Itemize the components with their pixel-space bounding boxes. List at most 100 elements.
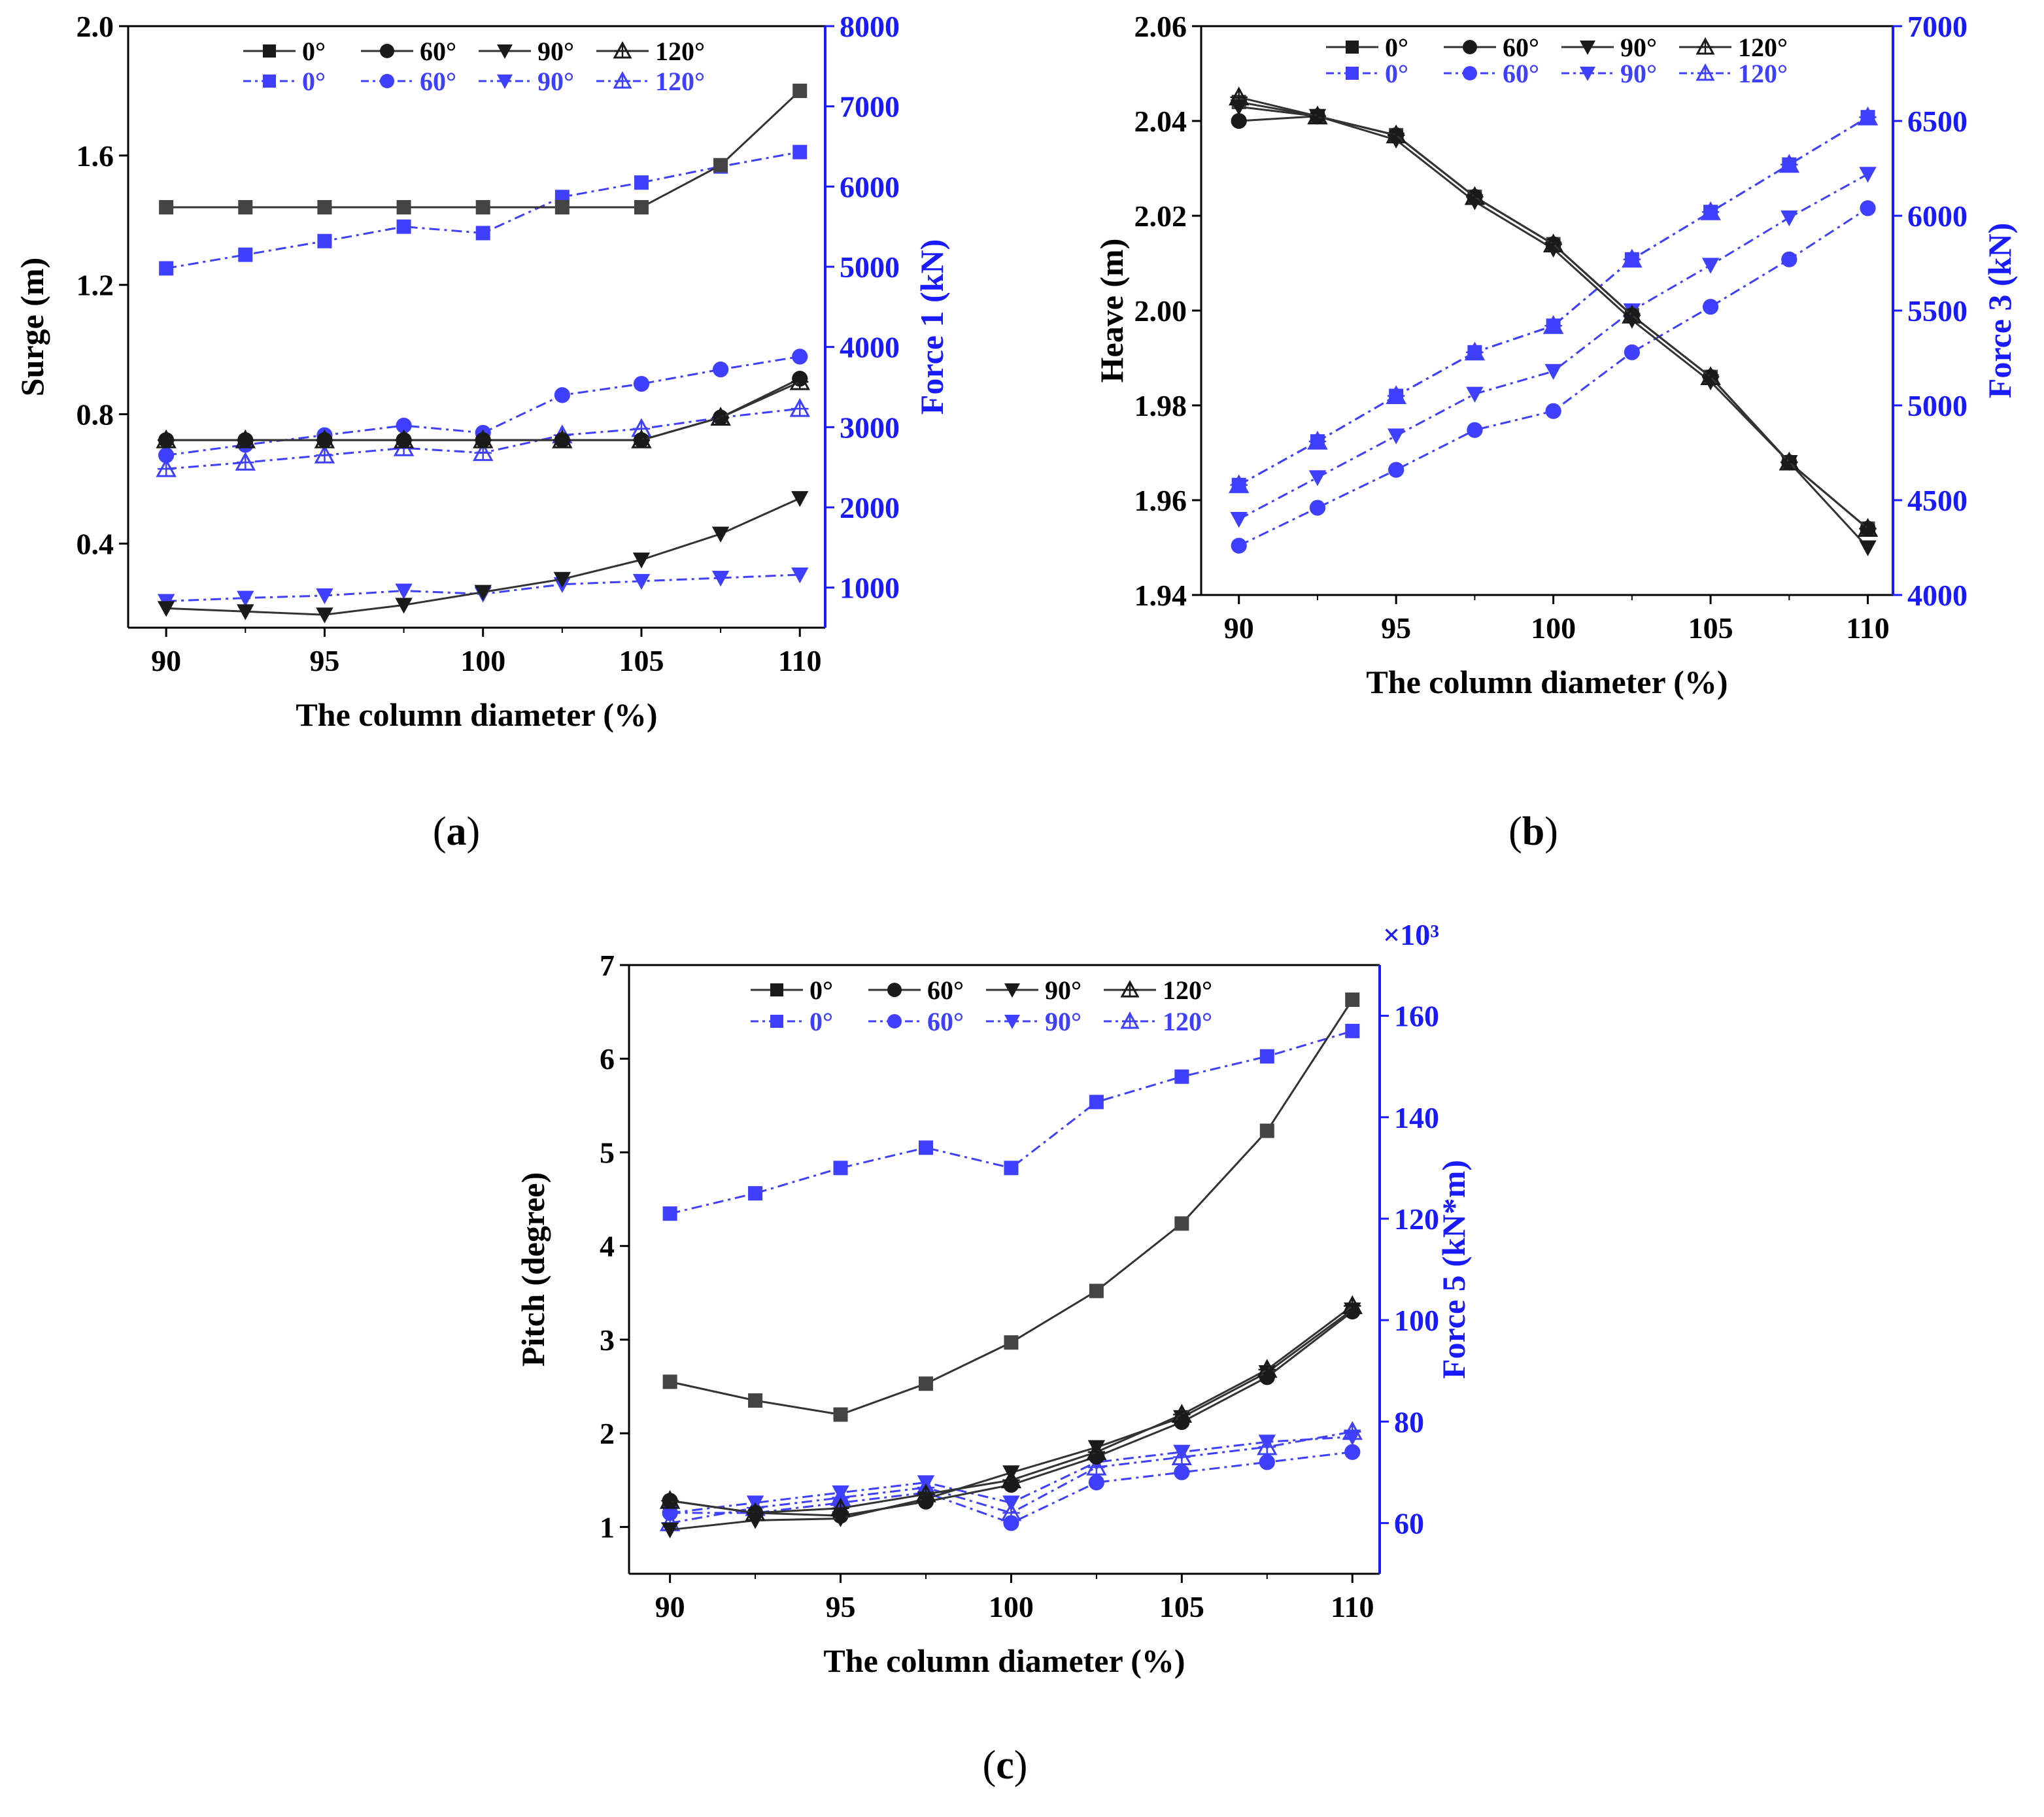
legend-marker [1463,40,1477,54]
y-tick-label: 6 [600,1042,615,1076]
data-point [1174,1216,1189,1231]
data-point [1545,403,1561,419]
data-point [1345,1023,1360,1038]
data-point [833,1407,848,1422]
y-tick-label: 2 [600,1417,615,1450]
data-point [396,219,411,234]
data-point [396,199,411,214]
caption-paren: ) [1544,809,1558,854]
legend-label: 60° [1503,33,1539,62]
data-point [1088,1474,1104,1491]
data-point [1259,1123,1274,1138]
data-point [1780,210,1798,227]
data-point [1308,470,1327,486]
series-left-0 [662,992,1360,1422]
legend-label: 90° [1045,976,1082,1005]
x-tick-label: 95 [1381,611,1411,645]
legend-label: 120° [655,37,705,66]
data-point [1259,1454,1275,1470]
legend-marker [887,1014,902,1028]
x-axis-title: The column diameter (%) [823,1642,1185,1679]
legend-marker [1346,67,1359,80]
data-point [316,588,333,605]
data-point [395,598,413,614]
series-line [166,90,801,209]
caption-letter: b [1522,809,1544,854]
chart-a: 90 95 100 105 110 0.4 0.8 1.2 1.6 2.0 1000 2000 3000… [14,10,950,854]
data-point [1259,1049,1274,1064]
x-tick-label: 95 [826,1590,856,1623]
series-left-3 [659,1295,1363,1521]
legend-label: 0° [809,976,833,1005]
data-point [475,199,490,214]
legend-label: 0° [1385,59,1408,88]
legend-marker [380,74,394,88]
legend-marker [770,1015,783,1028]
data-point [792,348,808,365]
data-point [1345,992,1360,1007]
y2-axis-title: Force 5 (kN*m) [1435,1160,1472,1379]
chart-b: 90 95 100 105 110 1.94 1.96 1.98 2.00 2.02 2.04 2.0… [1093,10,2018,854]
y2-tick-label: 4000 [1907,579,1967,612]
data-point [474,585,492,601]
data-point [475,226,490,241]
data-point [1344,1444,1361,1460]
data-point [791,491,809,507]
legend-marker [263,75,276,88]
data-point [833,1161,848,1176]
data-point [1860,200,1876,216]
data-point [711,570,730,587]
legend-marker [263,44,276,58]
data-point [1467,422,1483,438]
data-point [316,607,333,624]
legend-label: 90° [537,67,574,96]
y2-tick-label: 4500 [1907,484,1967,517]
x-axis-title: The column diameter (%) [296,696,657,733]
legend-label: 0° [302,67,326,96]
x-tick-label: 105 [1688,611,1733,645]
x-tick-label: 90 [1224,611,1254,645]
data-point [1466,386,1484,403]
y2-tick-label: 3000 [840,411,900,444]
data-point [554,199,570,214]
y2-tick-label: 120 [1394,1202,1439,1236]
data-point [1174,1464,1190,1480]
x-tick-label: 105 [619,644,664,677]
data-point [1859,167,1877,183]
y2-tick-label: 5000 [840,250,900,284]
data-point [1089,1095,1104,1110]
legend-label: 90° [1620,59,1657,88]
x-tick-label: 100 [1531,611,1576,645]
legend-label: 60° [927,1007,964,1036]
series-line [1238,116,1869,486]
y-axis-title: Pitch (degree) [515,1172,551,1367]
data-point [748,1393,763,1408]
legend-label: 0° [1385,33,1408,62]
series-line [670,1436,1353,1514]
data-point [553,571,571,588]
caption-paren: ( [1508,809,1522,854]
caption-paren: ) [1014,1743,1028,1788]
y-tick-label: 2.02 [1134,199,1187,233]
legend-marker [1004,1015,1020,1029]
legend-label: 60° [420,67,456,96]
data-point [746,1513,764,1529]
data-point [1004,1335,1019,1350]
legend: 0°0° 60°60° 90°90° 120°120° [1326,33,1788,88]
data-point [1230,512,1248,528]
data-point [1004,1161,1019,1176]
y-axis-title: Surge (m) [14,258,50,396]
y-tick-label: 2.00 [1134,294,1187,328]
data-point [662,1374,677,1389]
legend-label: 90° [1620,33,1657,62]
series-right-0 [1231,110,1875,492]
data-point [918,1376,933,1391]
legend-label: 60° [927,976,964,1005]
y-tick-label: 1.98 [1134,389,1187,422]
legend-label: 90° [537,37,574,66]
series-line [670,1451,1353,1525]
series-left-3 [156,371,810,449]
data-point [1174,1069,1189,1084]
data-point [396,417,412,433]
y2-tick-label: 5500 [1907,294,1967,328]
